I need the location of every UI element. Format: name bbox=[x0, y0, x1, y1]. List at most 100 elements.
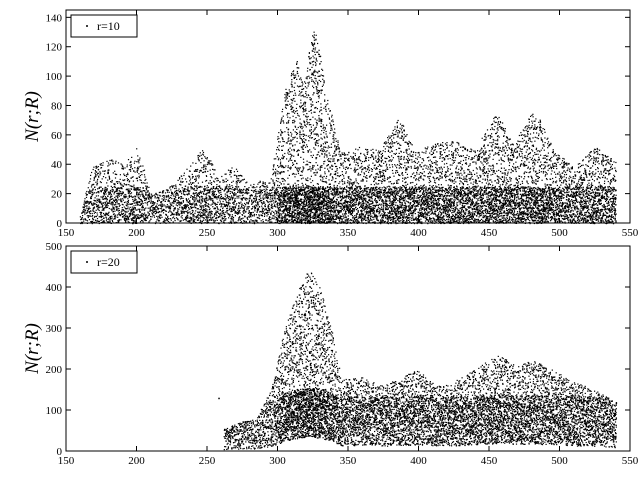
data-point bbox=[82, 215, 84, 217]
data-point bbox=[225, 219, 227, 221]
data-point bbox=[274, 216, 276, 218]
data-point bbox=[162, 212, 165, 214]
data-point bbox=[136, 215, 138, 217]
data-point bbox=[233, 209, 235, 211]
data-point bbox=[126, 211, 128, 213]
data-point bbox=[249, 198, 251, 200]
data-point bbox=[246, 222, 248, 224]
data-point bbox=[212, 194, 214, 196]
data-point bbox=[112, 202, 114, 204]
data-point bbox=[185, 210, 187, 213]
data-point bbox=[297, 154, 299, 156]
data-point bbox=[176, 214, 178, 216]
data-point bbox=[312, 130, 314, 133]
data-point bbox=[318, 139, 320, 141]
data-point bbox=[269, 195, 272, 197]
data-point bbox=[254, 190, 256, 193]
data-point bbox=[277, 202, 279, 204]
data-point bbox=[179, 177, 181, 179]
data-point bbox=[133, 216, 135, 218]
data-point bbox=[244, 222, 246, 224]
data-point bbox=[129, 164, 131, 166]
data-point bbox=[96, 171, 98, 173]
data-point bbox=[211, 164, 213, 166]
data-point bbox=[235, 193, 237, 195]
data-point bbox=[238, 207, 240, 210]
data-point bbox=[185, 217, 187, 220]
data-point bbox=[101, 216, 103, 218]
data-point bbox=[260, 189, 263, 191]
data-point bbox=[166, 195, 168, 197]
data-point bbox=[137, 166, 139, 168]
data-point bbox=[236, 222, 238, 224]
data-point bbox=[286, 192, 288, 194]
data-point bbox=[307, 177, 309, 179]
data-point bbox=[182, 181, 184, 183]
data-point bbox=[116, 189, 119, 191]
data-point bbox=[181, 208, 183, 210]
data-point bbox=[288, 160, 290, 162]
data-point bbox=[120, 214, 122, 216]
data-point bbox=[205, 201, 207, 204]
data-point bbox=[319, 56, 321, 58]
data-point bbox=[302, 213, 304, 215]
data-point bbox=[314, 142, 316, 144]
data-point bbox=[190, 217, 193, 219]
data-point bbox=[117, 220, 119, 222]
data-point bbox=[313, 87, 315, 89]
data-point bbox=[95, 209, 97, 211]
data-point bbox=[115, 189, 117, 191]
data-point bbox=[183, 218, 185, 221]
data-point bbox=[86, 220, 89, 222]
data-point bbox=[182, 197, 184, 199]
data-point bbox=[196, 189, 198, 191]
data-point bbox=[116, 200, 118, 202]
data-point bbox=[118, 199, 120, 201]
data-point bbox=[291, 213, 293, 215]
data-point bbox=[283, 204, 285, 206]
data-point bbox=[187, 215, 189, 217]
data-point bbox=[136, 200, 138, 202]
data-point bbox=[315, 162, 317, 164]
data-point bbox=[210, 215, 212, 217]
data-point bbox=[307, 180, 309, 182]
data-point bbox=[160, 214, 162, 216]
data-point bbox=[176, 212, 178, 214]
data-point bbox=[300, 79, 302, 81]
data-point bbox=[176, 192, 178, 194]
data-point bbox=[312, 55, 314, 57]
data-point bbox=[270, 178, 272, 180]
data-point bbox=[317, 168, 319, 170]
data-point bbox=[122, 167, 124, 169]
data-point bbox=[290, 140, 292, 143]
data-point bbox=[266, 189, 268, 191]
data-point bbox=[123, 195, 125, 197]
data-point bbox=[307, 82, 309, 84]
data-point bbox=[192, 198, 194, 200]
data-point bbox=[174, 207, 176, 209]
data-point bbox=[228, 202, 230, 204]
data-point bbox=[197, 211, 199, 213]
data-point bbox=[315, 220, 317, 222]
data-point bbox=[192, 196, 194, 199]
data-point bbox=[295, 209, 297, 211]
data-point bbox=[141, 216, 143, 218]
data-point bbox=[291, 81, 293, 83]
data-point bbox=[166, 191, 169, 193]
data-point bbox=[239, 190, 242, 192]
data-point bbox=[237, 209, 239, 211]
data-point bbox=[207, 221, 210, 223]
data-point bbox=[96, 205, 98, 207]
data-point bbox=[139, 217, 142, 219]
data-point bbox=[136, 189, 138, 191]
data-point bbox=[125, 220, 127, 222]
data-point bbox=[281, 131, 283, 133]
data-point bbox=[145, 214, 147, 216]
data-point bbox=[117, 197, 119, 199]
data-point bbox=[204, 197, 206, 200]
data-point bbox=[276, 192, 278, 194]
data-point bbox=[112, 222, 114, 224]
data-point bbox=[228, 217, 230, 219]
data-point bbox=[206, 194, 208, 196]
data-point bbox=[109, 193, 111, 195]
